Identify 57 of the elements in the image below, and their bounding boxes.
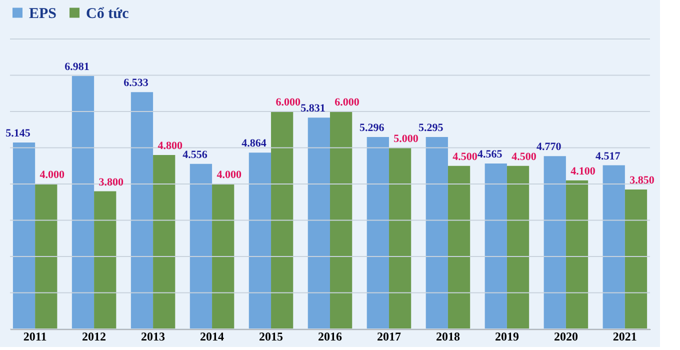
bar [72, 76, 94, 329]
legend-label: EPS [29, 6, 57, 22]
bar [94, 191, 116, 329]
bar [330, 112, 352, 329]
data-label: 3.800 [98, 176, 124, 188]
bar [388, 148, 412, 329]
bar [602, 165, 625, 329]
x-tick-label: 2016 [318, 330, 342, 344]
bar [190, 164, 212, 329]
x-tick-label: 2018 [436, 330, 460, 344]
data-label: 5.000 [394, 132, 419, 145]
data-label: 6.981 [64, 60, 90, 73]
bar [153, 155, 176, 329]
data-label: 4.517 [595, 150, 621, 162]
data-label: 4.770 [536, 141, 562, 154]
data-label: 4.556 [182, 148, 208, 161]
data-label: 4.500 [512, 150, 537, 163]
bar [271, 112, 294, 329]
data-label: 5.145 [6, 127, 31, 140]
bar [426, 137, 448, 329]
data-label: 5.831 [300, 102, 326, 115]
data-label: 4.565 [478, 148, 503, 161]
x-tick-label: 2015 [259, 330, 284, 344]
bar [35, 184, 58, 329]
data-label: 5.295 [418, 122, 444, 134]
x-tick-label: 2013 [141, 330, 166, 344]
data-label: 4.800 [158, 140, 183, 152]
data-label: 4.500 [452, 150, 478, 163]
x-tick-label: 2012 [82, 330, 106, 344]
data-label: 5.296 [360, 122, 385, 134]
bar [248, 152, 272, 329]
data-label: 4.000 [216, 169, 242, 181]
x-tick-label: 2021 [612, 330, 637, 344]
x-tick-label: 2020 [554, 330, 578, 344]
bar [12, 142, 36, 329]
data-label: 4.864 [242, 138, 267, 150]
data-label: 4.100 [570, 165, 596, 178]
bar [308, 118, 330, 329]
x-tick-label: 2014 [200, 330, 224, 344]
x-tick-label: 2019 [494, 330, 519, 344]
data-label: 6.000 [276, 96, 301, 108]
data-label: 6.533 [124, 77, 149, 90]
bar [130, 92, 154, 329]
bar [566, 180, 588, 329]
bar [506, 166, 530, 329]
bar [212, 184, 234, 329]
legend-label: Cổ tức [86, 6, 130, 22]
data-label: 3.850 [630, 174, 655, 186]
bar [484, 164, 507, 329]
bar [366, 137, 389, 329]
x-tick-label: 2011 [23, 330, 47, 344]
data-label: 6.000 [334, 96, 360, 108]
bar [544, 156, 566, 329]
bar [448, 166, 470, 329]
bar [624, 189, 648, 329]
x-tick-label: 2017 [376, 330, 401, 344]
data-label: 4.000 [40, 169, 66, 181]
